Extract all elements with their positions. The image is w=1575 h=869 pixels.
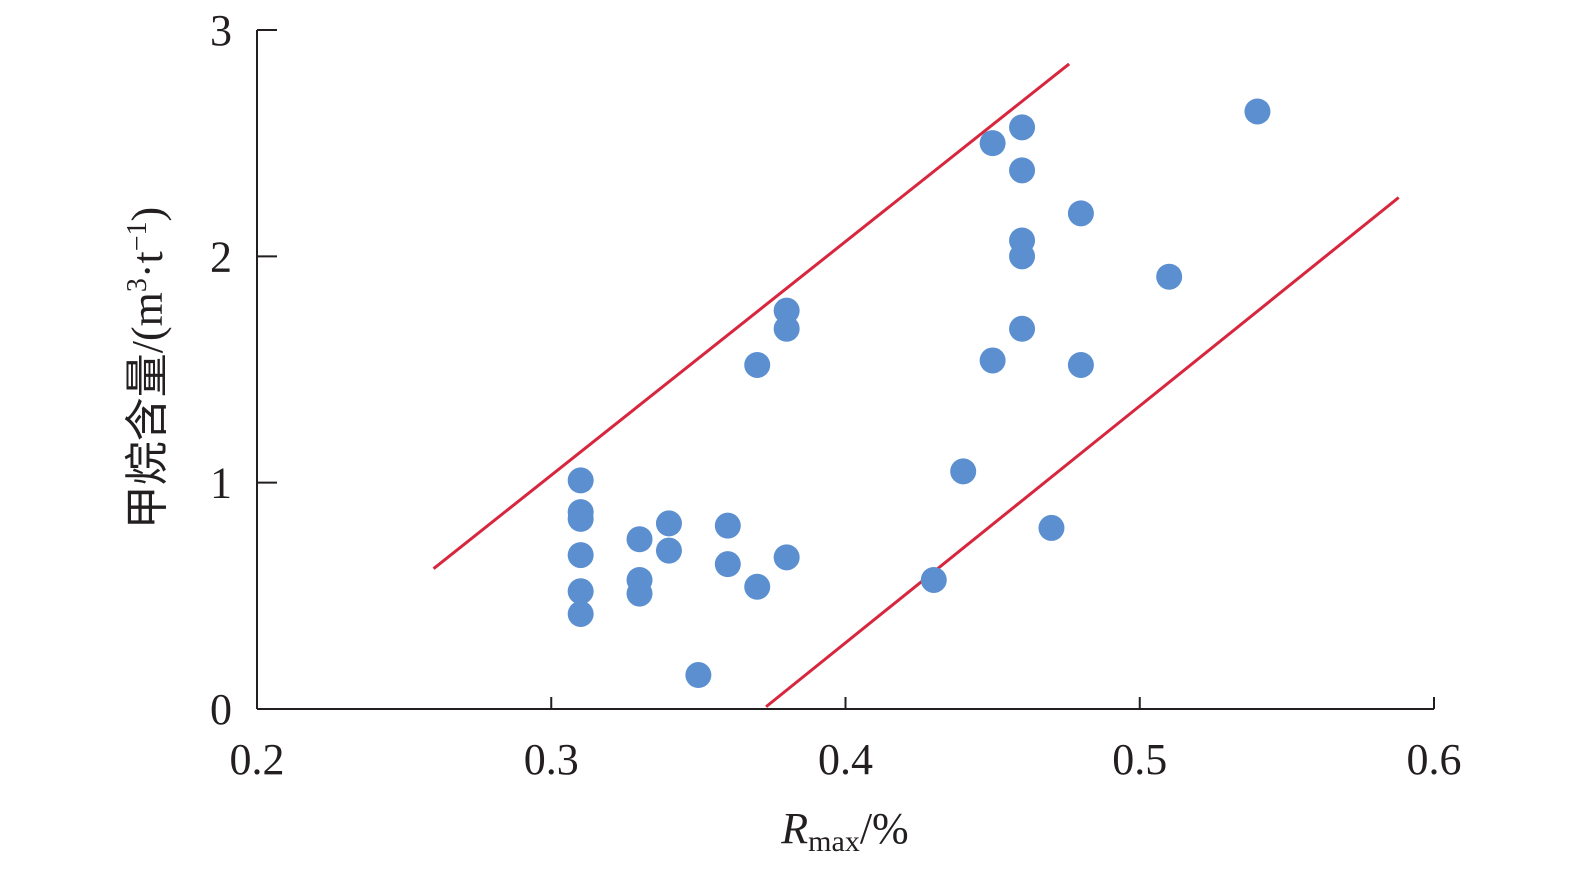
x-tick-label: 0.6 <box>1407 735 1462 784</box>
y-axis-title-end: ) <box>123 207 172 222</box>
y-ticks: 0 1 2 3 <box>210 6 277 734</box>
data-point <box>567 600 594 627</box>
data-point <box>1244 98 1271 125</box>
x-axis-title-suffix: /% <box>860 804 909 853</box>
data-point <box>979 130 1006 157</box>
x-tick-label: 0.4 <box>818 735 873 784</box>
data-point <box>1009 243 1036 270</box>
data-point <box>744 573 771 600</box>
y-tick-label: 0 <box>210 685 232 734</box>
data-point <box>1067 351 1094 378</box>
data-point <box>744 351 771 378</box>
upper-boundary-line <box>432 62 1071 570</box>
data-point <box>1009 315 1036 342</box>
data-point <box>714 551 741 578</box>
data-point <box>773 315 800 342</box>
x-tick-label: 0.5 <box>1112 735 1167 784</box>
data-point <box>567 505 594 532</box>
boundary-lines <box>432 62 1400 708</box>
data-points <box>567 98 1271 689</box>
data-point <box>626 580 653 607</box>
x-axis-title-main: R <box>780 804 808 853</box>
data-point <box>567 542 594 569</box>
lower-boundary-line <box>765 196 1400 708</box>
data-point <box>1009 114 1036 141</box>
y-axis-title: 甲烷含量/(m3·t−1) <box>122 207 172 529</box>
data-point <box>685 662 712 689</box>
data-point <box>1156 263 1183 290</box>
axes <box>256 30 1434 710</box>
data-point <box>626 526 653 553</box>
y-axis-title-mid: ·t <box>123 251 172 278</box>
x-ticks: 0.2 0.3 0.4 0.5 0.6 <box>230 697 1462 784</box>
data-point <box>773 297 800 324</box>
y-axis-title-text: 甲烷含量/(m <box>123 292 172 529</box>
data-point <box>655 510 682 537</box>
y-axis-title-sup2: −1 <box>122 221 153 251</box>
x-tick-label: 0.2 <box>230 735 285 784</box>
y-tick-label: 3 <box>210 6 232 55</box>
data-point <box>714 512 741 539</box>
data-point <box>1038 514 1065 541</box>
data-point <box>567 467 594 494</box>
data-point <box>655 537 682 564</box>
y-tick-label: 2 <box>210 232 232 281</box>
y-axis-title-sup1: 3 <box>122 278 153 292</box>
data-point <box>920 566 947 593</box>
x-axis-title-sub: max <box>808 825 860 858</box>
x-axis-title: Rmax/% <box>780 804 908 858</box>
data-point <box>773 544 800 571</box>
x-tick-label: 0.3 <box>524 735 579 784</box>
data-point <box>950 458 977 485</box>
data-point <box>1009 157 1036 184</box>
data-point <box>1067 200 1094 227</box>
y-tick-label: 1 <box>210 459 232 508</box>
data-point <box>979 347 1006 374</box>
data-point <box>567 578 594 605</box>
